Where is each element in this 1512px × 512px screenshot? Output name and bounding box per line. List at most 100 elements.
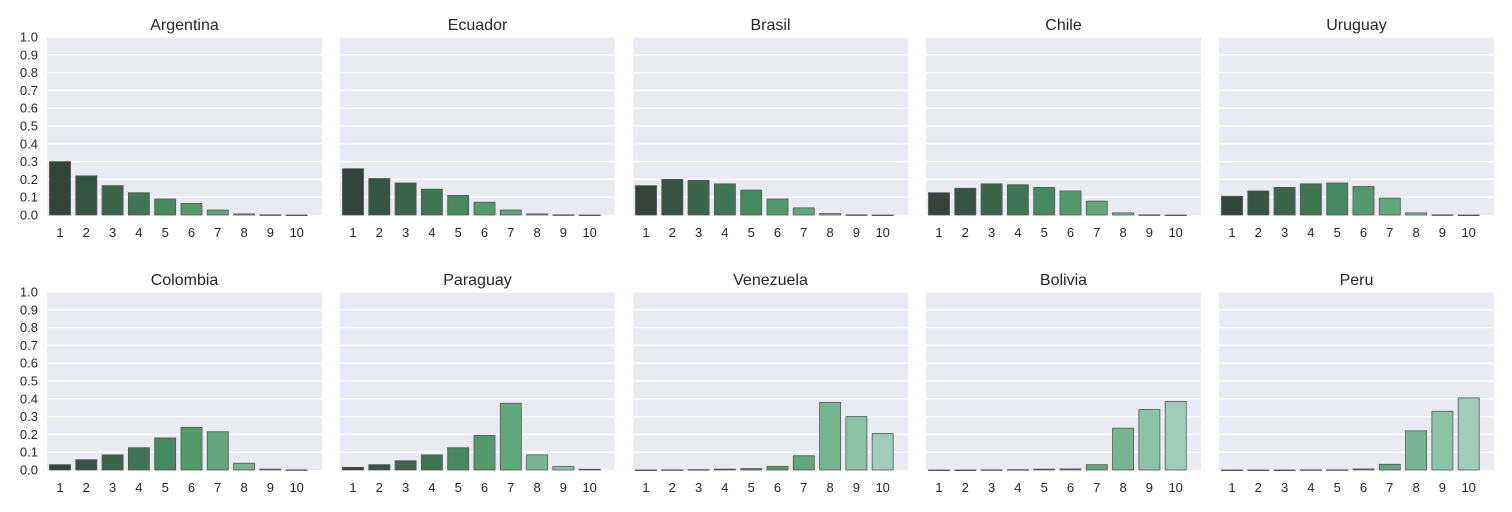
x-tick-label: 5 [748, 225, 755, 240]
x-tick-label: 7 [1386, 225, 1393, 240]
bar [792, 207, 815, 216]
bar [661, 178, 684, 216]
x-tick-label: 6 [1067, 480, 1074, 495]
x-tick-label: 1 [1228, 225, 1235, 240]
x-tick-label: 4 [1307, 480, 1314, 495]
bar [473, 201, 496, 216]
x-tick-label: 5 [162, 225, 169, 240]
y-tick-label: 0.0 [20, 208, 38, 223]
bar [1033, 468, 1056, 471]
x-tick-label: 9 [1146, 480, 1153, 495]
bar [233, 213, 256, 216]
y-tick-label: 0.1 [20, 190, 38, 205]
bar [420, 454, 443, 471]
x-tick-label: 8 [1412, 225, 1419, 240]
y-tick-label: 1.0 [20, 285, 38, 300]
y-tick-label: 0.0 [20, 463, 38, 478]
bar [127, 192, 150, 216]
x-tick-label: 10 [875, 225, 889, 240]
bar [1006, 469, 1029, 471]
bar [1326, 182, 1349, 216]
x-tick-label: 4 [135, 480, 142, 495]
bar [713, 183, 736, 216]
bar [552, 466, 575, 471]
bar [1247, 469, 1270, 472]
x-tick-label: 2 [669, 480, 676, 495]
x-tick-label: 8 [1119, 480, 1126, 495]
x-tick-label: 9 [267, 225, 274, 240]
x-tick-label: 9 [560, 480, 567, 495]
x-tick-label: 10 [1168, 480, 1182, 495]
x-tick-label: 7 [800, 480, 807, 495]
x-tick-label: 2 [376, 225, 383, 240]
x-tick-label: 3 [695, 225, 702, 240]
bar [447, 447, 470, 471]
bar [954, 469, 977, 472]
x-tick-label: 8 [826, 225, 833, 240]
x-tick-label: 8 [533, 480, 540, 495]
bar [1221, 469, 1243, 472]
panel-title: Chile [1045, 17, 1082, 34]
y-tick-label: 0.9 [20, 302, 38, 317]
bar [1457, 397, 1480, 471]
bar [127, 447, 150, 471]
bar [1112, 212, 1135, 216]
bar [1006, 184, 1029, 216]
bar [259, 214, 282, 216]
bar [1138, 214, 1161, 216]
bar [420, 188, 443, 216]
x-tick-label: 4 [1014, 480, 1021, 495]
bar [1457, 214, 1480, 217]
y-tick-label: 0.3 [20, 409, 38, 424]
y-tick-label: 0.4 [20, 391, 38, 406]
bar [233, 462, 256, 471]
bar [1059, 190, 1082, 216]
x-tick-label: 1 [642, 225, 649, 240]
bar [285, 469, 308, 471]
x-tick-label: 9 [267, 480, 274, 495]
bar [154, 198, 177, 216]
y-tick-label: 0.6 [20, 356, 38, 371]
x-tick-label: 2 [962, 480, 969, 495]
bar [635, 469, 657, 472]
x-tick-label: 10 [1168, 225, 1182, 240]
y-tick-label: 0.2 [20, 172, 38, 187]
x-tick-label: 3 [109, 480, 116, 495]
x-tick-label: 4 [1307, 225, 1314, 240]
bar [1221, 195, 1243, 216]
x-tick-label: 5 [748, 480, 755, 495]
panel-title: Venezuela [733, 272, 808, 289]
bar [687, 179, 710, 216]
x-tick-label: 6 [481, 225, 488, 240]
x-tick-label: 2 [83, 480, 90, 495]
x-tick-label: 7 [507, 225, 514, 240]
bar [75, 175, 98, 216]
bar [661, 469, 684, 471]
x-tick-label: 8 [240, 225, 247, 240]
bar [980, 183, 1003, 216]
x-tick-label: 7 [1386, 480, 1393, 495]
y-tick-label: 0.5 [20, 119, 38, 134]
panel-ecuador: Ecuador 1 2 3 4 5 6 7 8 9 10 [340, 17, 615, 240]
x-tick-label: 8 [1119, 225, 1126, 240]
bar [499, 209, 522, 216]
bar [526, 213, 549, 216]
bar [1033, 187, 1056, 216]
x-tick-label: 7 [507, 480, 514, 495]
bar [285, 214, 308, 217]
y-tick-label: 0.1 [20, 445, 38, 460]
bar [766, 198, 789, 216]
x-tick-label: 6 [1067, 225, 1074, 240]
bar [687, 469, 710, 471]
panel-paraguay: Paraguay 1 2 3 4 5 6 7 8 9 10 [340, 272, 615, 495]
bar [871, 214, 894, 217]
panel-brasil: Brasil 1 2 3 4 5 6 7 8 9 10 [633, 17, 908, 240]
bar [473, 434, 496, 471]
panel-colombia: Colombia 0.0 0.1 0.2 0.3 0.4 0.5 0.6 0.7 0.8 0.9 1.… [20, 272, 322, 495]
panel-argentina: Argentina 0.0 0.1 0.2 0.3 0.4 0.5 0.6 0.7 0.8 0.9 1… [20, 17, 322, 240]
panel-title: Argentina [150, 17, 219, 34]
x-tick-label: 6 [1360, 480, 1367, 495]
bar [206, 431, 229, 471]
bar [1273, 187, 1296, 216]
bar [1164, 214, 1187, 217]
